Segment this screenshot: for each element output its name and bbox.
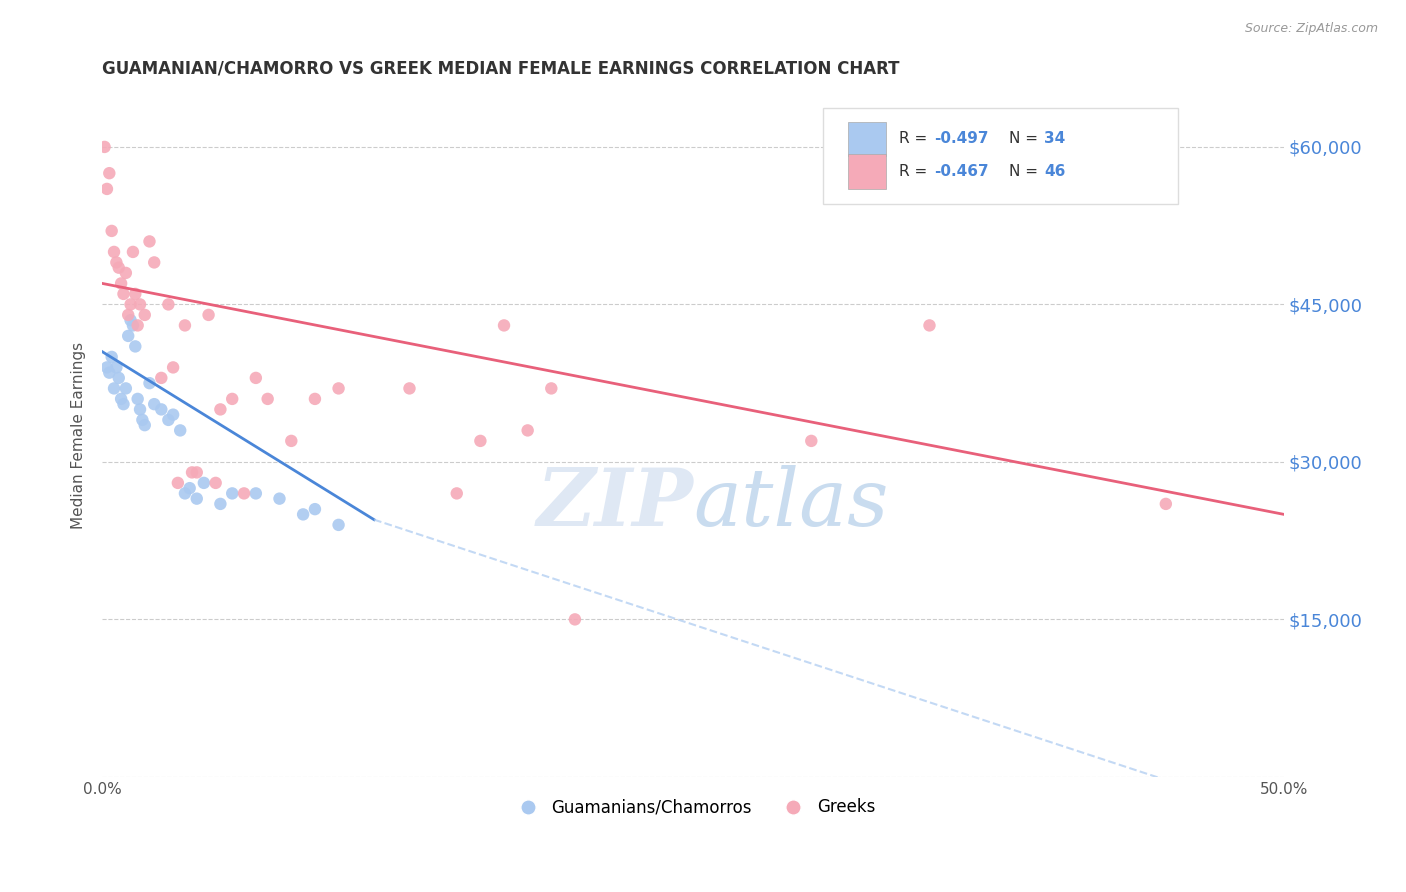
Point xyxy=(193,475,215,490)
Point xyxy=(117,308,139,322)
Point xyxy=(245,371,267,385)
Point xyxy=(93,140,115,154)
Point xyxy=(446,486,468,500)
Point xyxy=(292,508,315,522)
Point xyxy=(120,313,142,327)
Point xyxy=(96,182,118,196)
Text: -0.467: -0.467 xyxy=(934,164,988,179)
Point xyxy=(166,475,188,490)
Point xyxy=(328,381,350,395)
Point xyxy=(245,486,267,500)
Point xyxy=(98,366,121,380)
Point xyxy=(186,491,208,506)
Point xyxy=(221,486,243,500)
Point xyxy=(304,392,326,406)
Point xyxy=(209,497,232,511)
Point xyxy=(131,413,153,427)
Point xyxy=(107,371,129,385)
Text: R =: R = xyxy=(898,131,932,146)
Point xyxy=(120,297,142,311)
Point xyxy=(269,491,291,506)
Point xyxy=(110,277,132,291)
Point xyxy=(138,376,160,391)
Point xyxy=(256,392,278,406)
Point xyxy=(98,166,121,180)
Point xyxy=(112,286,135,301)
Point xyxy=(110,392,132,406)
Point xyxy=(564,612,586,626)
Point xyxy=(105,360,128,375)
Point xyxy=(107,260,129,275)
Point xyxy=(124,339,146,353)
Point xyxy=(209,402,232,417)
Point xyxy=(328,517,350,532)
Point xyxy=(115,381,138,395)
Text: N =: N = xyxy=(1008,131,1042,146)
Text: GUAMANIAN/CHAMORRO VS GREEK MEDIAN FEMALE EARNINGS CORRELATION CHART: GUAMANIAN/CHAMORRO VS GREEK MEDIAN FEMAL… xyxy=(103,60,900,78)
Point xyxy=(129,297,152,311)
Point xyxy=(174,486,197,500)
Point xyxy=(304,502,326,516)
Point xyxy=(169,424,191,438)
Point xyxy=(138,235,160,249)
Point xyxy=(117,329,139,343)
Text: atlas: atlas xyxy=(693,465,889,542)
Point xyxy=(157,413,180,427)
Point xyxy=(800,434,823,448)
Point xyxy=(103,244,125,259)
Point xyxy=(124,286,146,301)
Point xyxy=(122,318,145,333)
Point xyxy=(100,350,122,364)
Point xyxy=(181,466,204,480)
Point xyxy=(112,397,135,411)
FancyBboxPatch shape xyxy=(848,121,886,156)
Point xyxy=(540,381,562,395)
Legend: Guamanians/Chamorros, Greeks: Guamanians/Chamorros, Greeks xyxy=(505,792,882,823)
Point xyxy=(100,224,122,238)
Text: 46: 46 xyxy=(1045,164,1066,179)
Point xyxy=(197,308,219,322)
Point xyxy=(143,397,166,411)
Point xyxy=(280,434,302,448)
Point xyxy=(129,402,152,417)
Point xyxy=(122,244,145,259)
Point xyxy=(1154,497,1177,511)
FancyBboxPatch shape xyxy=(823,108,1178,203)
Point xyxy=(127,318,149,333)
Text: R =: R = xyxy=(898,164,932,179)
Text: Source: ZipAtlas.com: Source: ZipAtlas.com xyxy=(1244,22,1378,36)
Point xyxy=(96,360,118,375)
Point xyxy=(127,392,149,406)
Text: N =: N = xyxy=(1008,164,1042,179)
Point xyxy=(186,466,208,480)
Point xyxy=(204,475,226,490)
Point xyxy=(162,360,184,375)
Point xyxy=(233,486,256,500)
Point xyxy=(162,408,184,422)
Text: ZIP: ZIP xyxy=(536,465,693,542)
Point xyxy=(398,381,420,395)
Point xyxy=(221,392,243,406)
Point xyxy=(115,266,138,280)
Point xyxy=(157,297,180,311)
Point xyxy=(492,318,515,333)
Point xyxy=(179,481,201,495)
Y-axis label: Median Female Earnings: Median Female Earnings xyxy=(72,343,86,529)
Point xyxy=(134,418,156,433)
Point xyxy=(470,434,492,448)
Text: -0.497: -0.497 xyxy=(934,131,988,146)
Point xyxy=(150,371,173,385)
Point xyxy=(516,424,538,438)
Point xyxy=(143,255,166,269)
Point xyxy=(134,308,156,322)
Point xyxy=(150,402,173,417)
Text: 34: 34 xyxy=(1045,131,1066,146)
Point xyxy=(918,318,941,333)
Point xyxy=(174,318,197,333)
Point xyxy=(103,381,125,395)
FancyBboxPatch shape xyxy=(848,154,886,188)
Point xyxy=(105,255,128,269)
